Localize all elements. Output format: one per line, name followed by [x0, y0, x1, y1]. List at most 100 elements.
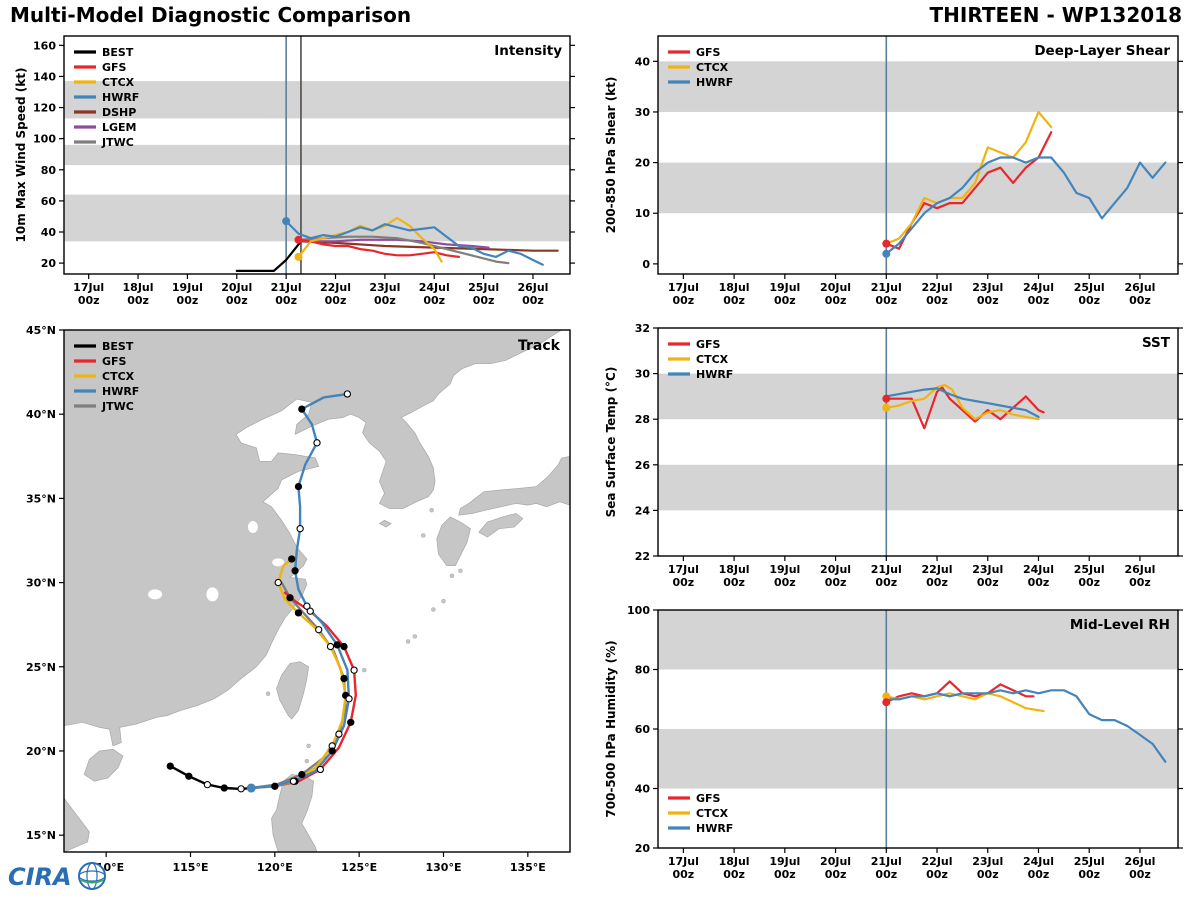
svg-text:21Jul: 21Jul [871, 281, 902, 294]
track-map: 15°N 20°N 25°N 30°N 35°N 40°N 45°N 110°E 115°E 12… [10, 322, 578, 894]
svg-text:20Jul: 20Jul [820, 563, 851, 576]
svg-text:00z: 00z [673, 868, 695, 881]
svg-text:LGEM: LGEM [102, 121, 137, 134]
svg-text:25Jul: 25Jul [1074, 281, 1105, 294]
island [304, 758, 310, 764]
track-marker [347, 718, 355, 726]
svg-text:00z: 00z [875, 868, 897, 881]
svg-text:SST: SST [1142, 335, 1171, 351]
track-marker [350, 666, 358, 674]
svg-text:22Jul: 22Jul [922, 281, 953, 294]
svg-text:00z: 00z [723, 868, 745, 881]
svg-text:00z: 00z [977, 868, 999, 881]
plot-frame [63, 35, 571, 275]
svg-text:10: 10 [635, 207, 651, 220]
track-marker [343, 390, 352, 398]
svg-text:18Jul: 18Jul [123, 281, 154, 294]
svg-text:00z: 00z [977, 294, 999, 307]
svg-text:80: 80 [635, 664, 651, 677]
svg-text:140: 140 [33, 70, 56, 83]
track-marker [335, 730, 343, 738]
track-marker [289, 777, 298, 785]
track-marker [296, 525, 304, 533]
lake [247, 521, 258, 534]
track-marker [291, 567, 299, 575]
svg-text:00z: 00z [522, 294, 544, 307]
svg-text:19Jul: 19Jul [769, 281, 800, 294]
svg-text:17Jul: 17Jul [668, 563, 699, 576]
svg-text:35°N: 35°N [26, 492, 56, 505]
svg-text:CTCX: CTCX [102, 370, 135, 383]
rh-plot: 2040608010017Jul00z18Jul00z19Jul00z20Jul… [604, 604, 1183, 881]
svg-text:24Jul: 24Jul [1023, 281, 1054, 294]
plot-frame [657, 327, 1179, 557]
svg-text:200-850 hPa Shear (kt): 200-850 hPa Shear (kt) [604, 77, 618, 234]
start-dot-GFS [882, 698, 891, 707]
svg-text:25Jul: 25Jul [1074, 563, 1105, 576]
svg-text:21Jul: 21Jul [871, 855, 902, 868]
start-dot-CTCX [882, 692, 891, 701]
track-marker [294, 609, 303, 617]
track-marker [294, 482, 303, 491]
svg-text:CTCX: CTCX [696, 807, 729, 820]
svg-text:00z: 00z [825, 294, 847, 307]
track-marker [166, 762, 174, 770]
svg-text:CTCX: CTCX [102, 76, 135, 89]
shaded-band [658, 61, 1178, 112]
svg-text:100: 100 [627, 604, 650, 617]
start-dot-CTCX [294, 252, 303, 261]
svg-text:00z: 00z [926, 294, 948, 307]
series-HWRF [885, 387, 1040, 419]
svg-text:00z: 00z [226, 294, 248, 307]
sst-plot: 22242628303217Jul00z18Jul00z19Jul00z20Ju… [604, 322, 1183, 589]
lake [272, 558, 285, 567]
island [441, 598, 446, 604]
svg-text:22Jul: 22Jul [922, 855, 953, 868]
cira-logo-text: CIRA [8, 863, 72, 891]
svg-text:17Jul: 17Jul [73, 281, 104, 294]
svg-text:20Jul: 20Jul [820, 281, 851, 294]
svg-text:60: 60 [635, 723, 651, 736]
landmass [64, 330, 563, 747]
track-marker [288, 555, 296, 563]
rh-chart: 20 40 60 80 100 17Jul 00z 18Jul 00z 19Jul 00z 20Jul… [600, 602, 1190, 894]
series-GFS [885, 386, 1045, 430]
svg-text:18Jul: 18Jul [719, 563, 750, 576]
svg-text:18Jul: 18Jul [719, 281, 750, 294]
svg-text:40: 40 [41, 226, 57, 239]
svg-text:Deep-Layer Shear: Deep-Layer Shear [1034, 43, 1170, 59]
svg-text:0: 0 [642, 258, 650, 271]
svg-text:00z: 00z [723, 294, 745, 307]
svg-text:00z: 00z [825, 576, 847, 589]
current-position-dot [246, 783, 256, 793]
svg-text:00z: 00z [473, 294, 495, 307]
globe-icon [78, 862, 106, 890]
start-dot-HWRF [882, 249, 891, 258]
svg-text:19Jul: 19Jul [769, 855, 800, 868]
svg-text:17Jul: 17Jul [668, 855, 699, 868]
svg-text:10m Max Wind Speed (kt): 10m Max Wind Speed (kt) [14, 68, 28, 243]
svg-text:00z: 00z [1078, 294, 1100, 307]
svg-text:GFS: GFS [102, 61, 127, 74]
svg-text:HWRF: HWRF [102, 385, 139, 398]
track-marker [274, 578, 282, 587]
svg-text:HWRF: HWRF [696, 76, 733, 89]
svg-text:30: 30 [635, 106, 651, 119]
svg-text:00z: 00z [875, 294, 897, 307]
svg-text:00z: 00z [1078, 576, 1100, 589]
track-marker [286, 594, 294, 602]
landmass [378, 519, 392, 528]
track-marker [298, 405, 306, 413]
lake [148, 589, 163, 600]
map-layers [64, 330, 570, 852]
svg-text:Sea Surface Temp (°C): Sea Surface Temp (°C) [604, 367, 618, 518]
track-marker [306, 607, 314, 615]
svg-text:HWRF: HWRF [102, 91, 139, 104]
svg-text:26: 26 [635, 459, 651, 472]
globe-wave-icon [80, 879, 104, 884]
svg-text:00z: 00z [127, 294, 149, 307]
page-title: Multi-Model Diagnostic Comparison [10, 3, 412, 27]
svg-text:130°E: 130°E [426, 861, 462, 874]
svg-text:26Jul: 26Jul [1124, 281, 1155, 294]
svg-text:21Jul: 21Jul [871, 563, 902, 576]
